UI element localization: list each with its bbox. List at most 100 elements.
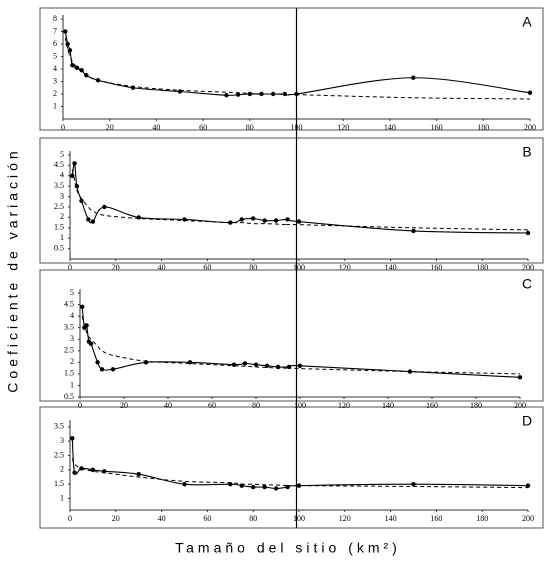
data-point <box>79 198 84 203</box>
x-tick-label: 140 <box>384 123 396 132</box>
data-point <box>411 75 416 80</box>
data-point <box>182 482 187 487</box>
panel-letter: C <box>522 276 532 292</box>
y-tick-label: 1.5 <box>54 223 64 232</box>
panel-frame <box>39 7 544 131</box>
x-tick-label: 200 <box>524 123 536 132</box>
data-line <box>64 31 531 96</box>
x-tick-label: 120 <box>338 401 350 410</box>
y-tick-label: 6 <box>53 39 57 48</box>
y-tick-label: 4 <box>70 311 74 320</box>
panel-letter: A <box>522 14 532 30</box>
y-tick-label: 1.5 <box>64 369 74 378</box>
data-point <box>72 470 77 475</box>
data-point <box>273 486 279 491</box>
data-point <box>102 204 107 210</box>
x-tick-label: 200 <box>522 514 534 523</box>
x-tick-label: 120 <box>339 263 351 272</box>
x-tick-label: 80 <box>252 401 260 410</box>
data-point <box>235 92 241 97</box>
x-tick-label: 40 <box>158 263 166 272</box>
data-point <box>239 217 244 222</box>
y-tick-label: 5 <box>53 51 57 60</box>
data-point <box>72 161 77 166</box>
data-point <box>70 63 75 68</box>
y-tick-label: 2.5 <box>54 450 64 459</box>
data-point <box>296 483 302 488</box>
y-tick-label: 0.5 <box>64 392 74 401</box>
y-tick-label: 7 <box>53 26 57 35</box>
x-tick-label: 20 <box>112 263 120 272</box>
y-tick-label: 3.5 <box>54 422 64 431</box>
x-tick-label: 140 <box>382 401 394 410</box>
x-tick-label: 60 <box>199 123 207 132</box>
x-tick-label: 40 <box>158 514 166 523</box>
data-point <box>70 436 75 441</box>
x-tick-label: 0 <box>78 401 82 410</box>
data-point <box>262 218 267 223</box>
data-point <box>110 367 116 372</box>
x-tick-label: 160 <box>430 514 442 523</box>
y-tick-label: 4.5 <box>54 160 64 169</box>
trend-line <box>71 169 529 231</box>
y-tick-label: 3 <box>70 334 74 343</box>
data-point <box>84 323 89 328</box>
data-point <box>90 219 96 224</box>
data-point <box>65 41 70 47</box>
y-tick-label: 5 <box>60 150 64 159</box>
x-axis-title: Tamaño del sitio (km²) <box>175 540 401 556</box>
y-tick-label: 3 <box>60 436 64 445</box>
data-point <box>251 484 256 490</box>
x-tick-label: 140 <box>385 263 397 272</box>
y-tick-label: 0.5 <box>54 243 64 252</box>
data-point <box>228 220 233 225</box>
y-tick-label: 1 <box>60 493 64 502</box>
panel-frame <box>39 269 544 402</box>
x-tick-label: 20 <box>120 401 128 410</box>
x-tick-label: 140 <box>385 514 397 523</box>
y-axis-title: Coeficiente de variación <box>5 147 21 392</box>
data-point <box>525 230 531 236</box>
data-point <box>525 483 531 488</box>
panel-letter: B <box>522 144 531 160</box>
y-tick-label: 1 <box>53 101 57 110</box>
x-tick-label: 180 <box>476 263 488 272</box>
data-point <box>273 218 279 223</box>
data-point <box>259 91 264 97</box>
x-tick-label: 120 <box>339 514 351 523</box>
y-tick-label: 2.5 <box>54 202 64 211</box>
x-tick-label: 100 <box>294 401 306 410</box>
data-point <box>95 360 100 365</box>
data-point <box>296 219 302 224</box>
data-point <box>79 68 84 73</box>
x-tick-label: 60 <box>203 263 211 272</box>
y-tick-label: 2 <box>60 465 64 474</box>
x-tick-label: 20 <box>106 123 114 132</box>
y-tick-label: 3.5 <box>64 322 74 331</box>
y-tick-label: 4.5 <box>64 299 74 308</box>
x-tick-label: 200 <box>514 401 526 410</box>
x-tick-label: 60 <box>208 401 216 410</box>
data-point <box>63 29 68 34</box>
x-tick-label: 0 <box>68 514 72 523</box>
data-point <box>527 90 533 95</box>
x-tick-label: 20 <box>112 514 120 523</box>
x-tick-label: 40 <box>152 123 160 132</box>
data-point <box>517 375 523 380</box>
x-tick-label: 180 <box>470 401 482 410</box>
x-tick-label: 200 <box>522 263 534 272</box>
x-tick-label: 100 <box>293 514 305 523</box>
x-tick-label: 180 <box>476 514 488 523</box>
data-point <box>224 93 229 98</box>
trend-line <box>81 315 521 375</box>
panel-frame <box>39 137 544 264</box>
y-tick-label: 8 <box>53 14 57 23</box>
data-point <box>247 91 252 97</box>
y-tick-label: 3.5 <box>54 181 64 190</box>
data-point <box>411 228 416 234</box>
x-tick-label: 80 <box>249 514 257 523</box>
data-point <box>242 361 248 366</box>
x-tick-label: 0 <box>61 123 65 132</box>
x-tick-label: 80 <box>249 263 257 272</box>
